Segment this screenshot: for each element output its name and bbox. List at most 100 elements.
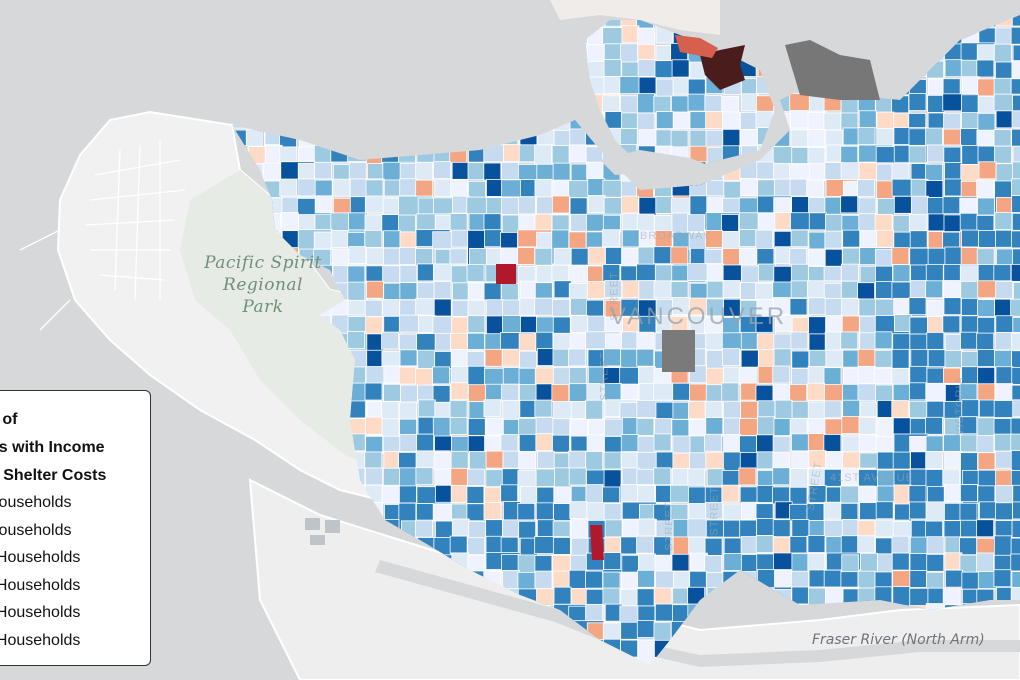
census-tract[interactable] (502, 450, 521, 469)
census-tract[interactable] (587, 265, 606, 284)
census-tract[interactable] (398, 366, 417, 385)
census-tract[interactable] (519, 280, 538, 299)
census-tract[interactable] (823, 569, 842, 588)
census-tract[interactable] (672, 570, 691, 589)
census-tract[interactable] (587, 246, 606, 265)
census-tract[interactable] (415, 368, 433, 386)
census-tract[interactable] (636, 620, 655, 638)
census-tract[interactable] (1010, 263, 1020, 282)
census-tract[interactable] (893, 195, 912, 214)
census-tract[interactable] (891, 247, 910, 266)
census-tract[interactable] (927, 316, 945, 334)
census-tract[interactable] (655, 111, 674, 129)
census-tract[interactable] (517, 196, 536, 215)
census-tract[interactable] (962, 76, 980, 95)
census-tract[interactable] (570, 554, 588, 573)
census-tract[interactable] (909, 435, 928, 454)
census-tract[interactable] (653, 587, 672, 606)
census-tract[interactable] (823, 282, 842, 301)
census-tract[interactable] (399, 282, 418, 301)
census-tract[interactable] (364, 214, 383, 233)
census-tract[interactable] (568, 144, 587, 163)
census-tract[interactable] (520, 315, 538, 334)
census-tract[interactable] (808, 569, 827, 588)
census-tract[interactable] (485, 417, 504, 436)
census-tract[interactable] (382, 197, 401, 216)
census-tract[interactable] (857, 348, 876, 367)
census-tract[interactable] (518, 433, 537, 452)
census-tract[interactable] (621, 25, 640, 44)
census-tract[interactable] (978, 161, 997, 180)
census-tract[interactable] (840, 571, 859, 590)
census-tract[interactable] (468, 384, 486, 403)
census-tract[interactable] (807, 111, 826, 130)
census-tract[interactable] (348, 212, 366, 231)
census-tract[interactable] (483, 162, 502, 181)
census-tract[interactable] (245, 128, 264, 147)
census-tract[interactable] (637, 43, 656, 62)
census-tract[interactable] (1010, 537, 1020, 556)
census-tract[interactable] (466, 263, 485, 282)
census-tract[interactable] (483, 502, 502, 520)
census-tract[interactable] (519, 350, 537, 369)
census-tract[interactable] (740, 382, 759, 401)
census-tract[interactable] (1012, 161, 1020, 180)
census-tract[interactable] (858, 486, 877, 505)
census-tract[interactable] (756, 485, 775, 503)
census-tract[interactable] (366, 349, 385, 368)
census-tract[interactable] (314, 161, 332, 180)
census-tract[interactable] (536, 519, 555, 538)
census-tract[interactable] (893, 297, 912, 316)
census-tract[interactable] (995, 469, 1013, 488)
census-tract[interactable] (450, 467, 469, 486)
census-tract[interactable] (450, 450, 469, 469)
census-tract[interactable] (620, 536, 639, 555)
census-tract[interactable] (756, 518, 775, 536)
census-tract[interactable] (485, 469, 504, 488)
census-tract[interactable] (976, 214, 995, 233)
census-tract[interactable] (738, 367, 757, 386)
census-tract[interactable] (603, 76, 622, 95)
census-tract[interactable] (1010, 230, 1020, 249)
census-tract[interactable] (484, 348, 503, 367)
census-tract[interactable] (636, 213, 655, 232)
census-tract[interactable] (500, 434, 519, 452)
census-tract[interactable] (959, 502, 978, 521)
census-tract[interactable] (399, 333, 417, 352)
census-tract[interactable] (415, 467, 434, 486)
census-tract[interactable] (977, 366, 996, 385)
census-tract[interactable] (1010, 417, 1020, 436)
census-tract[interactable] (773, 230, 792, 249)
census-tract[interactable] (823, 367, 842, 386)
census-tract[interactable] (416, 282, 435, 301)
census-tract[interactable] (451, 316, 469, 335)
census-tract[interactable] (807, 382, 826, 401)
census-tract[interactable] (1010, 298, 1020, 317)
census-tract[interactable] (467, 332, 485, 351)
census-tract[interactable] (942, 315, 961, 334)
census-tract[interactable] (772, 384, 791, 402)
census-tract[interactable] (364, 299, 383, 318)
census-tract[interactable] (620, 383, 639, 402)
census-tract[interactable] (467, 162, 486, 181)
census-tract[interactable] (347, 265, 366, 284)
census-tract[interactable] (908, 93, 927, 111)
census-tract[interactable] (570, 315, 589, 333)
census-tract[interactable] (503, 144, 521, 162)
census-tract[interactable] (553, 586, 572, 605)
census-tract[interactable] (552, 367, 571, 386)
census-tract[interactable] (485, 450, 504, 469)
census-tract[interactable] (435, 520, 453, 539)
census-tract[interactable] (653, 433, 672, 452)
census-tract[interactable] (468, 180, 486, 199)
census-tract[interactable] (381, 214, 400, 232)
census-tract[interactable] (891, 535, 910, 554)
census-tract[interactable] (1012, 248, 1020, 267)
census-tract[interactable] (517, 571, 536, 590)
census-tract[interactable] (791, 196, 810, 214)
census-tract[interactable] (1013, 281, 1020, 300)
census-tract[interactable] (534, 555, 553, 573)
census-tract[interactable] (925, 180, 944, 198)
highlight-tract-west[interactable] (496, 264, 516, 284)
census-tract[interactable] (960, 128, 978, 146)
